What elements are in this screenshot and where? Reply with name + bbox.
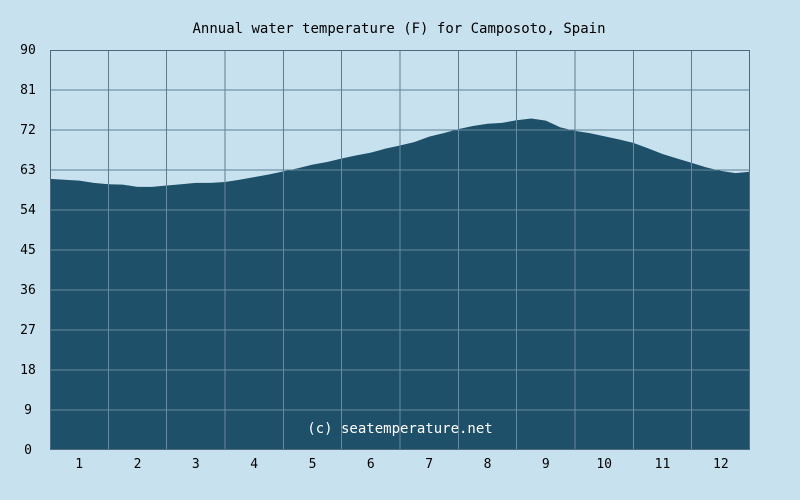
y-tick-label: 36 — [20, 283, 36, 298]
x-tick-label: 10 — [596, 457, 612, 472]
x-tick-label: 2 — [134, 457, 142, 472]
x-tick-label: 6 — [367, 457, 375, 472]
x-tick-label: 11 — [655, 457, 671, 472]
x-tick-label: 7 — [425, 457, 433, 472]
y-tick-label: 18 — [20, 363, 36, 378]
x-tick-label: 5 — [309, 457, 317, 472]
x-tick-label: 3 — [192, 457, 200, 472]
x-tick-label: 1 — [75, 457, 83, 472]
x-tick-label: 12 — [713, 457, 729, 472]
y-tick-label: 72 — [20, 123, 36, 138]
y-tick-label: 27 — [20, 323, 36, 338]
x-tick-label: 8 — [484, 457, 492, 472]
y-tick-label: 0 — [24, 443, 32, 458]
chart-title: Annual water temperature (F) for Camposo… — [192, 21, 605, 37]
x-tick-label: 4 — [250, 457, 258, 472]
y-axis-ticks: 0 9 18 27 36 45 54 63 72 81 90 — [20, 43, 36, 458]
y-tick-label: 81 — [20, 83, 36, 98]
y-tick-label: 90 — [20, 43, 36, 58]
x-axis-ticks: 1 2 3 4 5 6 7 8 9 10 11 12 — [75, 457, 728, 472]
y-tick-label: 9 — [24, 403, 32, 418]
y-tick-label: 54 — [20, 203, 36, 218]
y-tick-label: 45 — [20, 243, 36, 258]
y-tick-label: 63 — [20, 163, 36, 178]
x-tick-label: 9 — [542, 457, 550, 472]
watermark-text: (c) seatemperature.net — [307, 421, 492, 437]
plot-border — [50, 50, 750, 450]
